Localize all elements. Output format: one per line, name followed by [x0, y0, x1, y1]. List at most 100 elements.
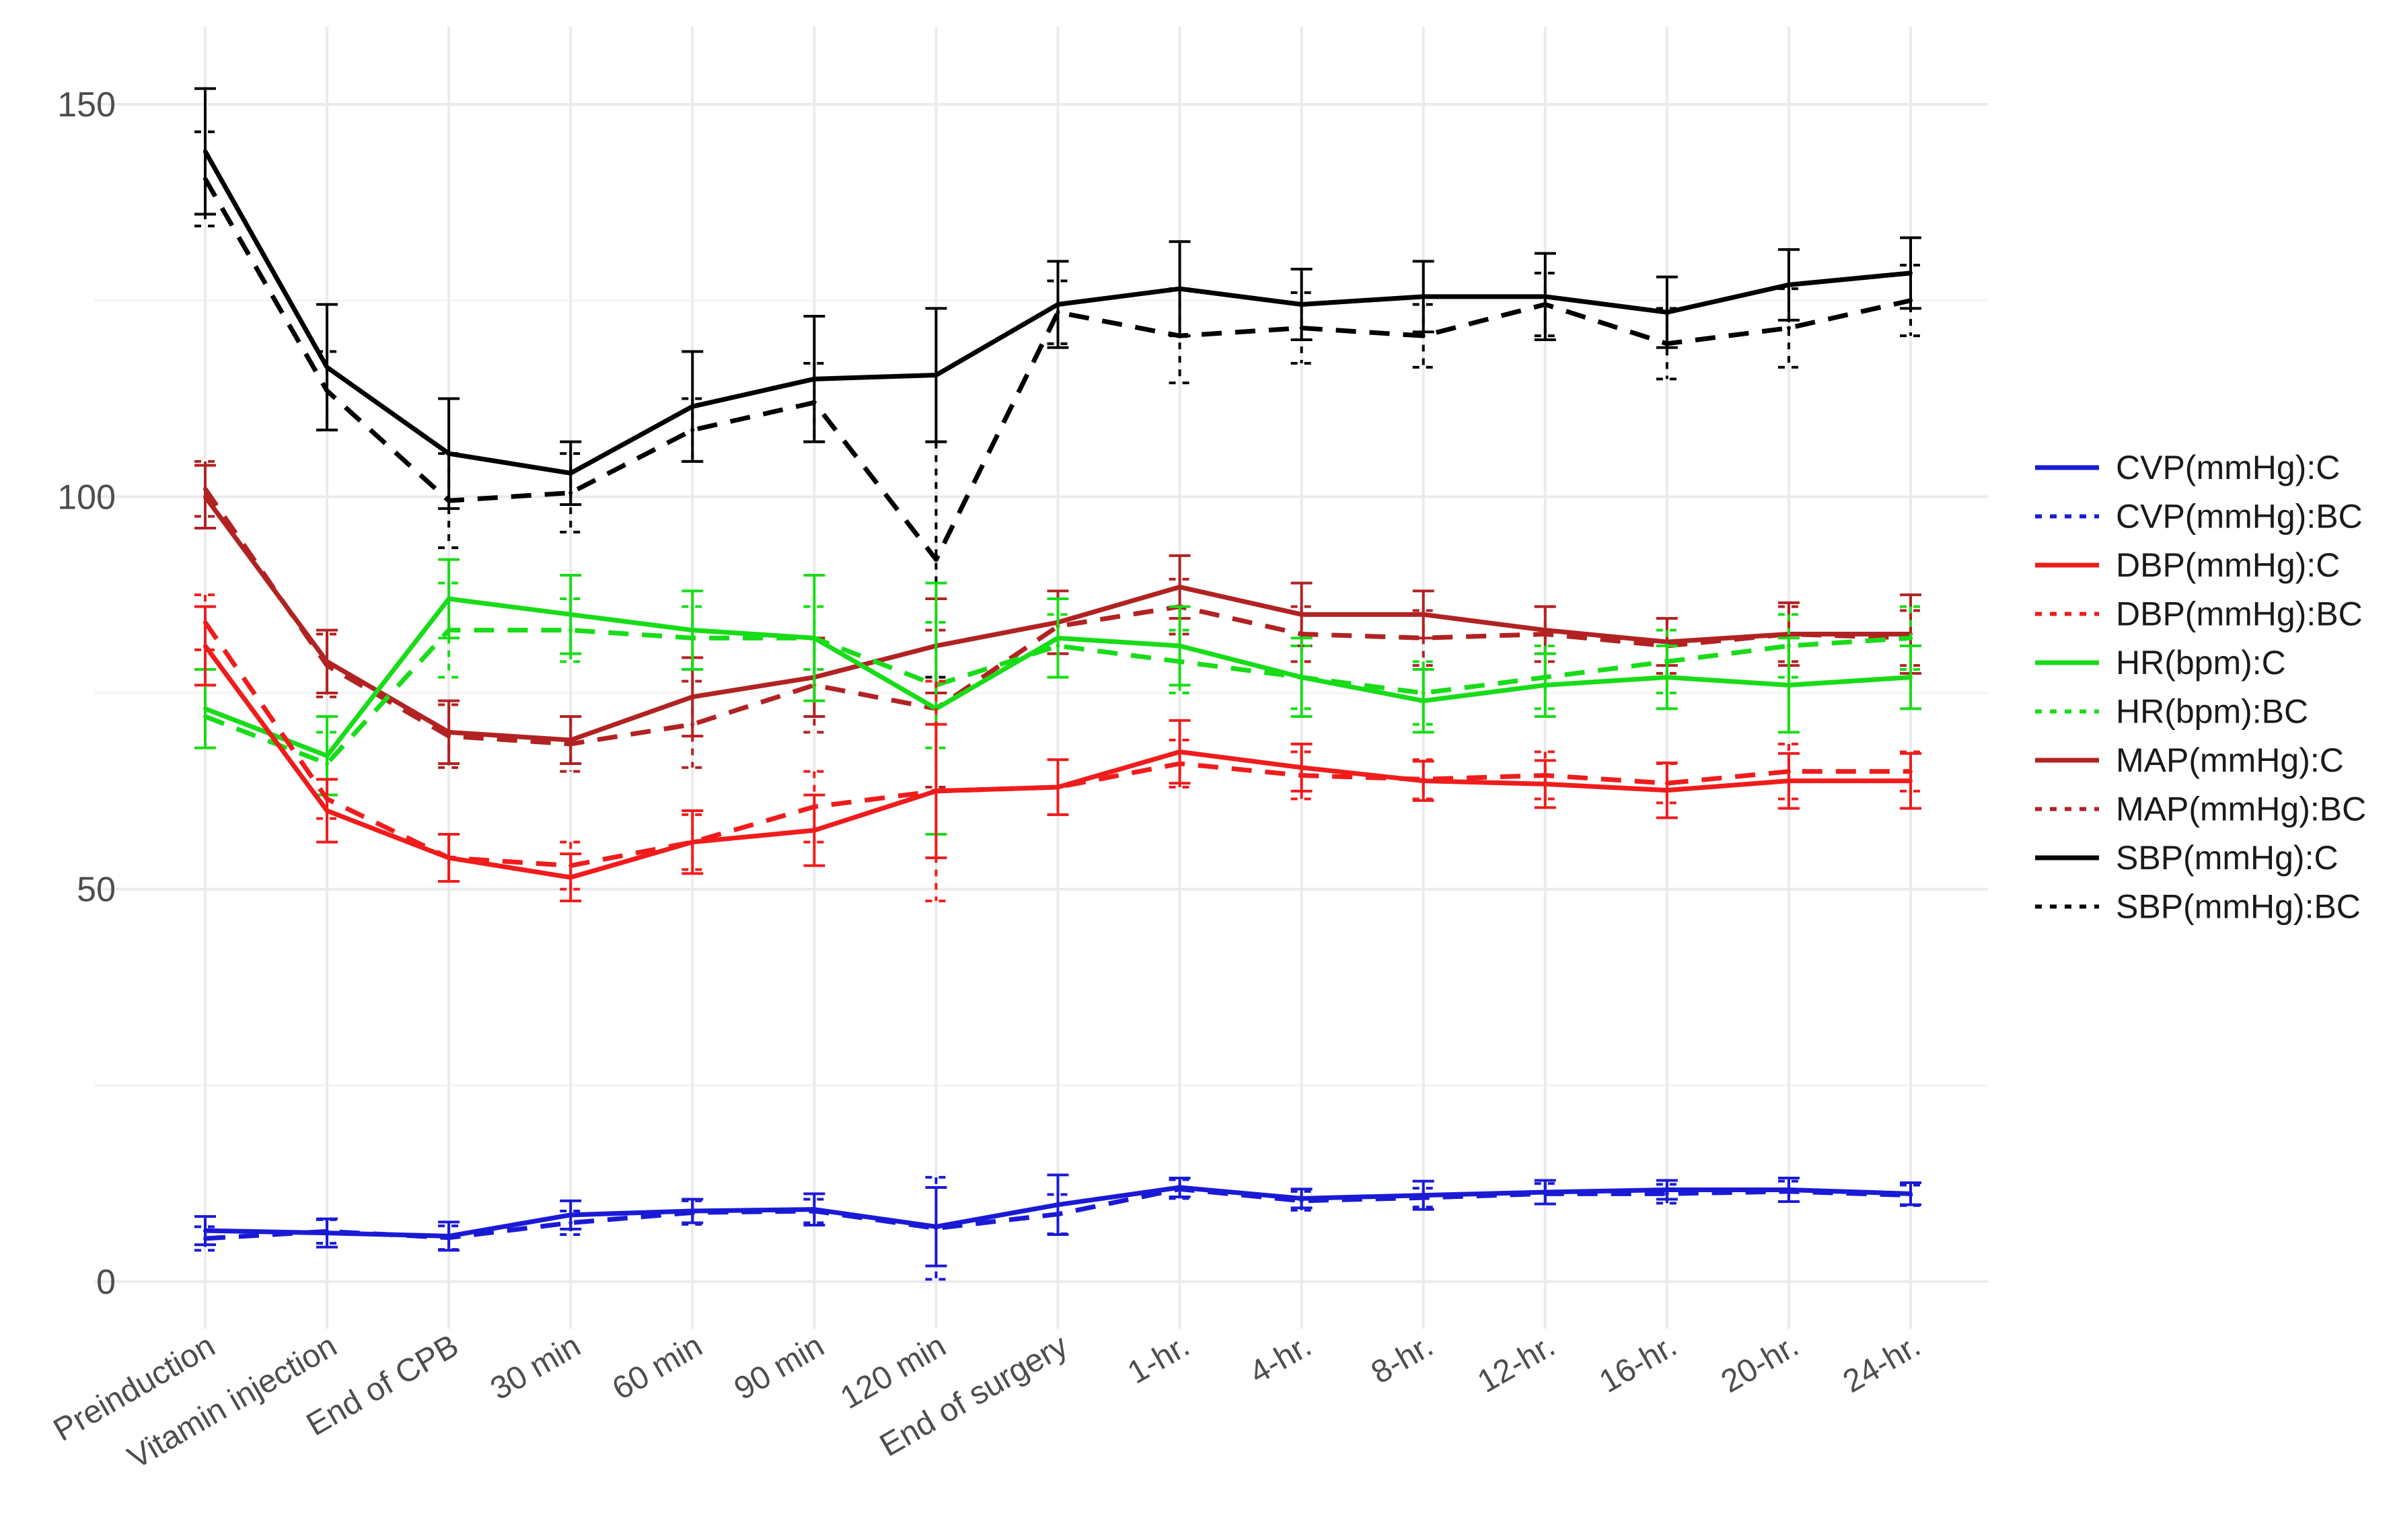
- data-point: [447, 1235, 451, 1240]
- data-point: [812, 1209, 817, 1213]
- x-tick-label: 16-hr.: [1594, 1328, 1683, 1400]
- data-point: [325, 762, 330, 766]
- legend-label: CVP(mmHg):BC: [2116, 498, 2363, 536]
- legend-label: MAP(mmHg):BC: [2116, 791, 2366, 828]
- data-point: [1299, 612, 1304, 617]
- data-point: [934, 1226, 938, 1231]
- y-tick-label: 100: [57, 478, 116, 517]
- data-point: [1543, 675, 1547, 680]
- data-point: [203, 486, 207, 491]
- data-point: [1786, 1189, 1791, 1194]
- data-point: [1786, 326, 1791, 330]
- data-point: [325, 754, 330, 758]
- data-point: [1543, 773, 1547, 778]
- data-point: [203, 644, 207, 648]
- data-point: [1786, 283, 1791, 287]
- x-tick-label: 60 min: [607, 1328, 708, 1407]
- data-point: [1909, 270, 1913, 275]
- legend-label: MAP(mmHg):C: [2116, 741, 2344, 779]
- series-HR(bpm):BC: [194, 581, 1921, 797]
- data-point: [1421, 1196, 1426, 1200]
- series-line: [203, 178, 1911, 562]
- data-point: [1056, 1202, 1060, 1207]
- series-DBP(mmHg):BC: [194, 593, 1921, 903]
- data-point: [1786, 778, 1791, 783]
- data-point: [1543, 628, 1547, 632]
- data-point: [568, 1220, 573, 1225]
- y-tick-label: 50: [77, 871, 116, 910]
- data-point: [568, 741, 573, 746]
- legend-item: SBP(mmHg):C: [2035, 839, 2339, 877]
- legend-label: HR(bpm):BC: [2116, 693, 2308, 731]
- data-point: [934, 789, 938, 793]
- data-point: [1543, 294, 1547, 299]
- data-point: [812, 805, 817, 809]
- legend-item: HR(bpm):BC: [2035, 693, 2308, 731]
- data-point: [568, 863, 573, 868]
- data-point: [1177, 762, 1182, 766]
- data-point: [1421, 691, 1426, 695]
- legend-item: DBP(mmHg):C: [2035, 546, 2340, 584]
- data-point: [1909, 675, 1913, 680]
- data-point: [203, 714, 207, 719]
- data-point: [203, 176, 207, 181]
- y-axis-ticks: 0 50 100 150: [57, 85, 116, 1302]
- data-point: [1056, 302, 1060, 307]
- data-point: [1421, 698, 1426, 703]
- legend-item: MAP(mmHg):C: [2035, 741, 2344, 779]
- x-tick-label: 8-hr.: [1366, 1328, 1440, 1391]
- data-point: [447, 856, 451, 860]
- data-point: [1299, 773, 1304, 778]
- data-point: [1421, 636, 1426, 640]
- data-point: [447, 628, 451, 632]
- data-point: [690, 1210, 695, 1215]
- data-point: [325, 797, 330, 801]
- data-point: [1664, 341, 1669, 346]
- legend-item: CVP(mmHg):C: [2035, 449, 2340, 486]
- data-point: [1664, 659, 1669, 664]
- data-point: [1299, 302, 1304, 307]
- data-point: [1421, 334, 1426, 338]
- x-tick-label: 4-hr.: [1243, 1328, 1317, 1391]
- data-point: [1421, 294, 1426, 299]
- data-point: [1786, 644, 1791, 648]
- data-point: [1177, 585, 1182, 589]
- data-point: [1299, 326, 1304, 330]
- data-point: [568, 875, 573, 880]
- data-point: [690, 428, 695, 433]
- data-point: [1177, 659, 1182, 664]
- legend-item: DBP(mmHg):BC: [2035, 595, 2363, 633]
- data-point: [1543, 1191, 1547, 1196]
- legend: CVP(mmHg):C CVP(mmHg):BC DBP(mmHg):C DBP(mm…: [2035, 449, 2366, 926]
- data-point: [1421, 777, 1426, 782]
- data-point: [325, 1229, 330, 1234]
- data-point: [1056, 310, 1060, 315]
- data-point: [1056, 1212, 1060, 1216]
- legend-label: DBP(mmHg):BC: [2116, 595, 2363, 633]
- data-point: [1299, 1198, 1304, 1203]
- data-point: [1543, 683, 1547, 688]
- data-point: [203, 1236, 207, 1241]
- data-point: [1177, 334, 1182, 338]
- data-point: [690, 404, 695, 409]
- data-point: [1786, 769, 1791, 774]
- data-point: [1299, 675, 1304, 680]
- data-point: [690, 636, 695, 640]
- legend-label: CVP(mmHg):C: [2116, 449, 2340, 486]
- data-point: [1664, 1191, 1669, 1196]
- data-point: [1056, 636, 1060, 640]
- legend-label: SBP(mmHg):C: [2116, 839, 2339, 877]
- legend-label: SBP(mmHg):BC: [2116, 888, 2361, 926]
- series-CVP(mmHg):BC: [194, 1175, 1921, 1281]
- legend-label: HR(bpm):C: [2116, 644, 2286, 682]
- series-line: [204, 628, 1911, 766]
- data-point: [325, 663, 330, 668]
- data-point: [1909, 1193, 1913, 1198]
- x-tick-label: 90 min: [729, 1328, 830, 1407]
- y-tick-label: 0: [96, 1263, 116, 1302]
- data-point: [1664, 640, 1669, 645]
- data-point: [203, 620, 207, 624]
- data-point: [1543, 632, 1547, 636]
- data-point: [1299, 632, 1304, 636]
